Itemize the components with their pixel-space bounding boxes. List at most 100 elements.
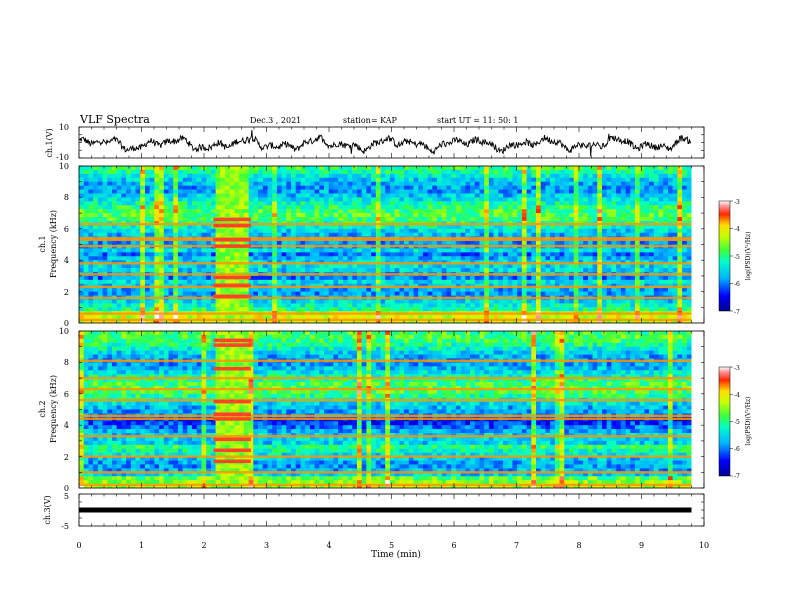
spectrogram-cell [597, 264, 603, 269]
spectrogram-cell [517, 189, 523, 194]
spectrogram-cell [159, 256, 165, 261]
spectrogram-cell [215, 264, 221, 269]
spectrogram-cell [545, 307, 551, 312]
spectrogram-cell [356, 279, 362, 285]
spectrogram-cell [559, 315, 565, 320]
spectrogram-cell [521, 264, 527, 269]
spectrogram-cell [559, 252, 565, 257]
spectrogram-cell [154, 252, 160, 257]
spectrogram-cell [540, 169, 546, 175]
spectrogram-cell [484, 169, 490, 175]
spectrogram-cell [130, 307, 136, 312]
spectrogram-cell [408, 275, 414, 281]
spectrogram-cell [309, 213, 315, 218]
spectrogram-cell [107, 319, 113, 324]
spectrogram-cell [583, 169, 589, 175]
spectrogram-cell [531, 228, 537, 234]
spectrogram-cell [187, 256, 193, 261]
spectrogram-cell [215, 189, 221, 194]
spectrogram-cell [611, 193, 617, 198]
spectrogram-cell [375, 205, 381, 210]
spectrogram-cell [291, 303, 297, 308]
spectrogram-cell [281, 279, 287, 285]
spectrogram-cell [625, 169, 631, 175]
spectrogram-cell [432, 319, 438, 324]
spectrogram-cell [168, 275, 174, 281]
spectrogram-cell [385, 268, 391, 273]
spectrogram-cell [83, 177, 89, 182]
spectrogram-cell [550, 177, 556, 182]
spectrogram-cell [493, 169, 499, 175]
spectrogram-cell [300, 193, 306, 198]
spectrogram-cell [328, 166, 334, 171]
spectrogram-cell [281, 268, 287, 273]
spectrogram-cell [413, 275, 419, 281]
spectrogram-cell [432, 197, 438, 202]
spectrogram-cell [210, 189, 216, 194]
spectrogram-cell [116, 307, 122, 312]
spectrogram-cell [550, 201, 556, 206]
spectrogram-cell [620, 232, 626, 237]
spectrogram-cell [135, 291, 141, 296]
spectrogram-cell [229, 268, 235, 273]
spectrogram-cell [262, 252, 268, 257]
spectrogram-cell [427, 256, 433, 261]
spectrogram-cell [300, 217, 306, 222]
spectrogram-cell [210, 248, 216, 253]
spectrogram-cell [267, 177, 273, 182]
spectrogram-cell [583, 205, 589, 210]
spectrogram-cell [418, 287, 424, 292]
spectrogram-cell [159, 193, 165, 198]
spectrogram-cell [550, 193, 556, 198]
spectrogram-cell [305, 232, 311, 237]
spectrogram-cell [470, 248, 476, 253]
spectrogram-cell [460, 256, 466, 261]
spectrogram-cell [583, 232, 589, 237]
spectrogram-cell [243, 240, 249, 245]
spectrogram-cell [503, 228, 509, 234]
spectrogram-cell [597, 319, 603, 324]
spectrogram-cell [281, 315, 287, 320]
spectrogram-cell [229, 252, 235, 257]
spectrogram-cell [342, 205, 348, 210]
spectrogram-cell [545, 248, 551, 253]
spectrogram-cell [248, 275, 254, 281]
spectrogram-cell [380, 205, 386, 210]
spectrogram-cell [328, 256, 334, 261]
spectrogram-cell [267, 205, 273, 210]
spectrogram-cell [503, 185, 509, 190]
spectrogram-cell [300, 166, 306, 171]
spectrogram-cell [135, 169, 141, 175]
spectrogram-cell [474, 315, 480, 320]
spectrogram-cell [352, 315, 358, 320]
spectrogram-cell [418, 173, 424, 179]
spectrogram-cell [536, 166, 542, 171]
spectrogram-cell [295, 264, 301, 269]
spectrogram-cell [239, 248, 245, 253]
spectrogram-cell [126, 268, 132, 273]
spectrogram-cell [465, 201, 471, 206]
spectrogram-cell [102, 248, 108, 253]
spectrogram-cell [389, 319, 395, 324]
spectrogram-cell [177, 275, 183, 281]
spectrogram-cell [163, 252, 169, 257]
spectrogram-cell [380, 189, 386, 194]
spectrogram-cell [451, 205, 457, 210]
spectrogram-cell [149, 256, 155, 261]
spectrogram-cell [206, 319, 212, 324]
spectrogram-cell [630, 173, 636, 179]
spectrogram-cell [399, 303, 405, 308]
spectrogram-cell [102, 268, 108, 273]
spectrogram-cell [300, 173, 306, 179]
spectrogram-cell [356, 213, 362, 218]
spectrogram-cell [559, 177, 565, 182]
spectrogram-cell [196, 205, 202, 210]
spectrogram-cell [437, 252, 443, 257]
spectrogram-cell [404, 279, 410, 285]
spectrogram-cell [206, 252, 212, 257]
spectrogram-cell [163, 205, 169, 210]
spectrogram-cell [493, 197, 499, 202]
spectrogram-cell [479, 264, 485, 269]
start-time-label: start UT = 11: 50: 1 [437, 116, 518, 125]
spectrogram-cell [639, 228, 645, 234]
